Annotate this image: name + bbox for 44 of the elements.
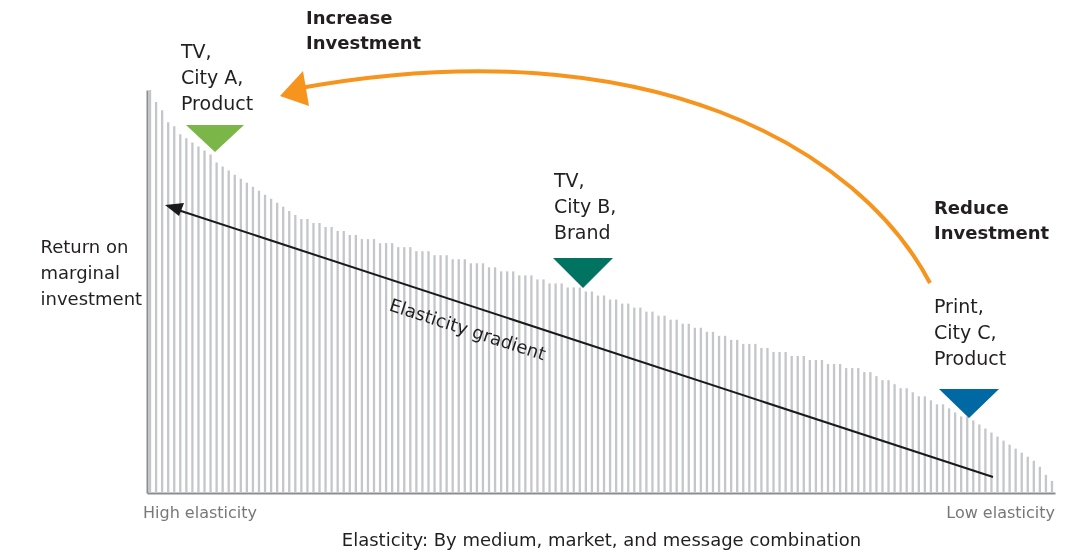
bar	[548, 283, 551, 493]
bar	[984, 428, 987, 493]
bar	[990, 432, 993, 493]
bar	[875, 376, 878, 493]
bar	[1008, 444, 1011, 493]
x-axis-title: Elasticity: By medium, market, and message combination	[341, 528, 862, 550]
bar	[669, 319, 672, 493]
bar	[215, 162, 218, 493]
annotation: Reduce Investment	[934, 197, 1050, 243]
bar	[893, 384, 896, 493]
bar	[778, 351, 781, 493]
bar	[645, 311, 648, 493]
bar	[760, 347, 763, 493]
bar	[300, 218, 303, 493]
bar	[318, 222, 321, 493]
bar	[191, 142, 194, 493]
bar	[330, 227, 333, 493]
bar	[1002, 440, 1005, 493]
bar	[554, 283, 557, 493]
bar	[306, 218, 309, 493]
bar	[324, 227, 327, 493]
bar	[887, 380, 890, 493]
bar	[881, 380, 884, 493]
y-axis-title: Return on marginal investment	[40, 235, 143, 309]
bar	[899, 388, 902, 493]
bar	[651, 311, 654, 493]
bar	[766, 347, 769, 493]
bar	[784, 351, 787, 493]
annotation: TV, City A, Product	[180, 40, 254, 115]
text: Low elasticity	[946, 503, 1055, 522]
annotation: TV, City B, Brand	[553, 169, 617, 244]
bar	[657, 315, 660, 493]
bar	[197, 146, 200, 493]
text: Increase Investment	[306, 7, 422, 53]
bar	[312, 222, 315, 493]
bar	[754, 343, 757, 493]
text: High elasticity	[143, 503, 257, 522]
bar	[663, 315, 666, 493]
annotation: Print, City C, Product	[934, 295, 1007, 370]
bar	[209, 154, 212, 493]
bar	[772, 351, 775, 493]
bar	[869, 372, 872, 493]
bar	[996, 436, 999, 493]
bar	[203, 150, 206, 493]
